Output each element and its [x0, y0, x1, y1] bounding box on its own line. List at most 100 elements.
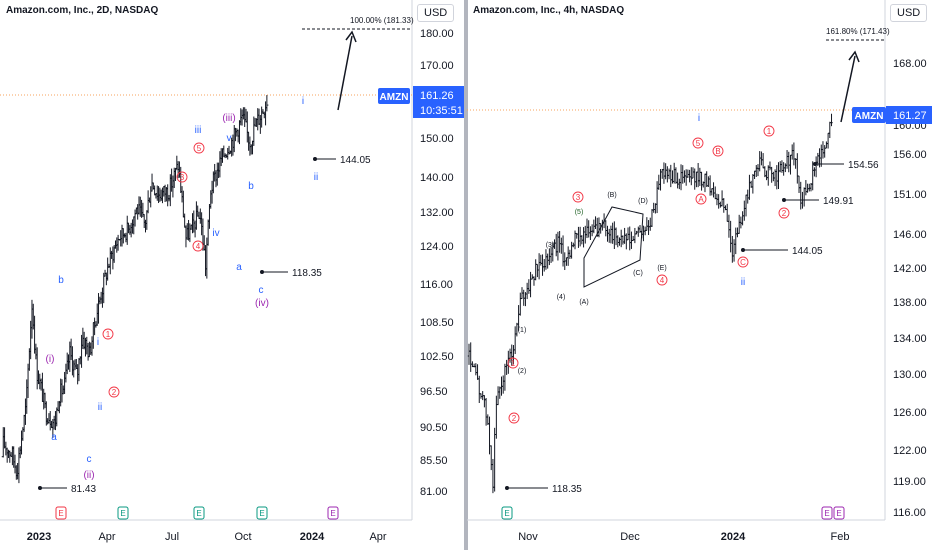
wave-label: (D) [638, 198, 648, 205]
wave-label: ii [741, 277, 745, 288]
x-tick-label: Jul [165, 531, 179, 543]
y-tick-label: 116.00 [893, 507, 926, 519]
triangle-pattern [583, 206, 644, 288]
wave-label: (2) [518, 368, 527, 375]
chart-panel-2d: Amazon.com, Inc., 2D, NASDAQ USD 180.00 1… [0, 0, 465, 550]
wave-label: (5) [575, 209, 584, 216]
wave-label: (4) [557, 294, 566, 301]
earnings-marker [327, 506, 339, 520]
panel-divider[interactable] [464, 0, 468, 550]
earnings-marker [833, 506, 845, 520]
level-label: 144.05 [792, 246, 823, 257]
wave-label: 1 [106, 330, 111, 339]
chart-panel-4h: Amazon.com, Inc., 4h, NASDAQ USD 168.00 1… [467, 0, 932, 550]
countdown-label: 10:35:51 [420, 105, 463, 117]
y-tick-label: 146.00 [893, 229, 927, 241]
currency-button[interactable]: USD [417, 4, 455, 22]
wave-label: 1 [511, 359, 516, 368]
wave-label: (1) [518, 327, 527, 334]
y-tick-label: 85.50 [420, 455, 448, 467]
y-tick-label: 168.00 [893, 58, 927, 70]
wave-label: B [715, 147, 720, 156]
ticker-tag [852, 107, 886, 123]
y-tick-label: 126.00 [893, 407, 927, 419]
x-tick-label: Dec [620, 531, 640, 543]
wave-label: v [227, 133, 232, 144]
earnings-marker [55, 506, 67, 520]
wave-label: c [87, 454, 92, 465]
earnings-marker-label: E [824, 509, 829, 518]
y-tick-label: 108.50 [420, 317, 454, 329]
x-tick-label: Feb [831, 531, 850, 543]
y-tick-label: 170.00 [420, 60, 454, 72]
wave-label: iv [212, 228, 219, 239]
y-tick-label: 156.00 [893, 149, 927, 161]
chart-canvas: 180.00170.00160.00150.00140.00132.00124.… [0, 0, 465, 543]
wave-label: 2 [112, 388, 117, 397]
wave-label: 2 [512, 414, 517, 423]
y-tick-label: 102.50 [420, 351, 454, 363]
wave-label: 4 [196, 242, 201, 251]
wave-circle [508, 412, 520, 424]
wave-label: (3) [546, 242, 555, 249]
chart-canvas: 168.00160.00156.00151.00146.00142.00138.… [467, 0, 932, 543]
earnings-marker [821, 506, 833, 520]
projection-arrow [337, 35, 353, 111]
earnings-marker [501, 506, 513, 520]
wave-label: b [248, 181, 254, 192]
wave-circle [763, 125, 775, 137]
wave-circle [692, 137, 704, 149]
wave-label: 5 [197, 144, 202, 153]
wave-circle [193, 142, 205, 154]
target-label: 100.00% (181.33) [350, 16, 414, 25]
y-tick-label: 119.00 [893, 476, 926, 488]
ticker-label: AMZN [380, 92, 409, 103]
wave-label: 5 [696, 139, 701, 148]
x-tick-label: Apr [98, 531, 115, 543]
wave-label: c [259, 285, 264, 296]
chart-title: Amazon.com, Inc., 2D, NASDAQ [6, 5, 159, 16]
earnings-marker-label: E [120, 509, 125, 518]
last-price-label: 161.27 [893, 110, 927, 122]
price-tag [413, 86, 465, 118]
level-label: 149.91 [823, 196, 854, 207]
projection-arrowhead [848, 50, 860, 63]
y-tick-label: 150.00 [420, 133, 454, 145]
level-label: 118.35 [292, 268, 322, 279]
wave-label: A [698, 195, 704, 204]
earnings-marker-label: E [504, 509, 509, 518]
wave-label: (iv) [255, 298, 269, 309]
y-tick-label: 180.00 [420, 28, 454, 40]
y-tick-label: 142.00 [893, 263, 927, 275]
y-tick-label: 138.00 [893, 297, 927, 309]
wave-circle [572, 191, 584, 203]
earnings-marker-label: E [58, 509, 63, 518]
x-tick-label: Oct [234, 531, 251, 543]
earnings-marker [117, 506, 129, 520]
wave-label: i [698, 113, 700, 124]
wave-label: (A) [579, 299, 588, 306]
wave-label: ii [314, 172, 318, 183]
y-tick-label: 116.00 [420, 279, 453, 291]
target-label: 161.80% (171.43) [826, 27, 890, 36]
x-tick-label: Nov [518, 531, 538, 543]
x-tick-label: 2023 [27, 531, 51, 543]
wave-label: ii [98, 402, 102, 413]
wave-circle [176, 171, 188, 183]
wave-label: 3 [180, 173, 185, 182]
y-tick-label: 124.00 [420, 241, 454, 253]
wave-circle [737, 256, 749, 268]
currency-button[interactable]: USD [890, 4, 928, 22]
wave-circle [102, 328, 114, 340]
earnings-marker-label: E [836, 509, 841, 518]
x-tick-label: 2024 [300, 531, 325, 543]
wave-label: b [58, 275, 64, 286]
y-tick-label: 130.00 [893, 369, 927, 381]
wave-label: (iii) [222, 113, 235, 124]
wave-label: (ii) [83, 470, 94, 481]
wave-label: 3 [576, 193, 581, 202]
wave-circle [656, 274, 668, 286]
ticker-tag [378, 88, 410, 104]
x-tick-label: Apr [369, 531, 386, 543]
wave-label: C [740, 258, 746, 267]
